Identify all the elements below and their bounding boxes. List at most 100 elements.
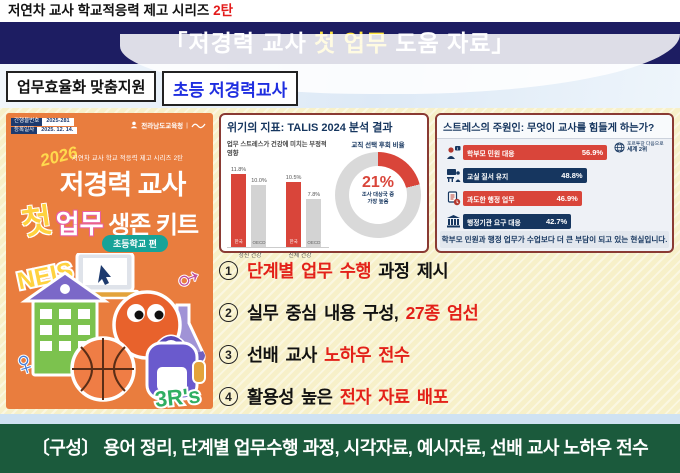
jeonnam-edu-logo: 전라남도교육청 | bbox=[130, 120, 207, 130]
edu-office-name: 전라남도교육청 bbox=[141, 123, 184, 130]
stress-panel-title: 스트레스의 주원인: 무엇이 교사를 힘들게 하는가? bbox=[437, 115, 672, 139]
poster-title-rest: 생존 키트 bbox=[108, 212, 199, 239]
feature-text: 활용성 높은 전자 자료 배포 bbox=[247, 387, 449, 407]
stress-bar-value: 56.9% bbox=[581, 148, 604, 157]
pub-no-label: 간행물번호 bbox=[11, 118, 43, 126]
poster-grade-badge: 초등학교 편 bbox=[102, 235, 168, 252]
series-badge: 2탄 bbox=[213, 3, 233, 18]
bar-series-label: OECD bbox=[252, 240, 266, 245]
talis-panel: 위기의 지표: TALIS 2024 분석 결과 업무 스트레스가 건강에 미치… bbox=[219, 113, 429, 259]
feature-item: 4 활용성 높은 전자 자료 배포 bbox=[219, 384, 677, 409]
stress-bar-label: 행정기관 요구 대응 bbox=[467, 219, 521, 227]
bar-column: 11.8% 한국 bbox=[231, 167, 246, 247]
stress-bar-label: 과도한 행정 업무 bbox=[467, 196, 515, 204]
stress-panel: 스트레스의 주원인: 무엇이 교사를 힘들게 하는가? ! 학부모 민원 대응 5… bbox=[435, 113, 674, 253]
feature-text: 선배 교사 노하우 전수 bbox=[247, 345, 410, 365]
stress-bar-value: 46.9% bbox=[556, 194, 578, 203]
svg-text:!: ! bbox=[457, 146, 458, 151]
stress-bar: 과도한 행정 업무 46.9% bbox=[463, 191, 582, 206]
stress-caption: 학부모 민원과 행정 업무가 수업보다 더 큰 부담이 되고 있는 현실입니다. bbox=[440, 231, 669, 248]
rank-badge-line2: 세계 2위 bbox=[627, 146, 648, 153]
feature-number: 3 bbox=[219, 345, 238, 364]
series-strip: 저연차 교사 학교적응력 제고 시리즈 2탄 bbox=[0, 0, 680, 22]
stress-row: 행정기관 요구 대응 42.7% bbox=[443, 210, 668, 233]
world-rank-badge: 포르투갈 다음으로 세계 2위 bbox=[614, 142, 670, 154]
feature-item: 3 선배 교사 노하우 전수 bbox=[219, 342, 677, 367]
subheader-row: 업무효율화 맞춤지원 초등 저경력교사 bbox=[0, 34, 680, 108]
rank-badge-line1: 포르투갈 다음으로 bbox=[627, 142, 664, 147]
bar-series-label: 한국 bbox=[289, 239, 298, 244]
3rs-sticker: 3R's bbox=[152, 380, 204, 409]
publication-info: 간행물번호 2025-281 등록일자 2025. 12. 14. bbox=[11, 118, 78, 135]
school-building-icon bbox=[20, 271, 110, 377]
divider-strip bbox=[0, 414, 680, 424]
talis-bar-chart-title: 업무 스트레스가 건강에 미치는 부정적 영향 bbox=[227, 141, 327, 157]
stress-bar: 행정기관 요구 대응 42.7% bbox=[463, 214, 572, 229]
regret-donut: 21% 조사 대상국 중 가장 높음 bbox=[335, 152, 421, 238]
classroom-icon bbox=[443, 168, 463, 183]
bar-value-label: 10.0% bbox=[251, 178, 267, 184]
edu-office-mark-icon bbox=[131, 121, 138, 129]
tag-target-audience: 초등 저경력교사 bbox=[162, 71, 299, 106]
poster-title-line1: 저경력 교사 bbox=[59, 170, 187, 200]
stress-row: 과도한 행정 업무 46.9% bbox=[443, 187, 668, 210]
content-area: 간행물번호 2025-281 등록일자 2025. 12. 14. 전라남도교육청 … bbox=[0, 108, 680, 414]
series-title: 저연차 교사 학교적응력 제고 시리즈 bbox=[8, 3, 214, 18]
stress-bar-value: 42.7% bbox=[545, 217, 568, 226]
poster-illustration: NEIS ♂ bbox=[9, 253, 209, 409]
bar-value-label: 10.5% bbox=[285, 175, 302, 181]
donut-note: 조사 대상국 중 가장 높음 bbox=[361, 192, 395, 205]
talis-bar: OECD bbox=[306, 199, 322, 247]
pub-no-value: 2025-281 bbox=[42, 118, 74, 126]
bar-column: 10.5% 한국 bbox=[285, 175, 302, 247]
reg-date-label: 등록일자 bbox=[11, 126, 38, 134]
bar-group-label: 신체 건강 bbox=[288, 253, 312, 259]
svg-text:3R's: 3R's bbox=[154, 382, 202, 409]
feature-number: 4 bbox=[219, 387, 238, 406]
male-symbol-icon: ♂ bbox=[167, 255, 208, 303]
gov-building-icon bbox=[443, 214, 463, 229]
bar-group-label: 정신 건강 bbox=[238, 253, 262, 259]
bar-column: 7.8% OECD bbox=[306, 192, 322, 247]
feature-text: 실무 중심 내용 구성, 27종 엄선 bbox=[247, 303, 479, 323]
poster-title-second: 업무 bbox=[55, 209, 104, 239]
regret-donut-chart: 교직 선택 후회 비율 21% 조사 대상국 중 가장 높음 bbox=[329, 137, 427, 259]
laptop-icon bbox=[69, 253, 141, 300]
talis-bar-chart: 업무 스트레스가 건강에 미치는 부정적 영향 11.8% 한국 10.0% O… bbox=[221, 137, 329, 259]
talis-bar: OECD bbox=[251, 185, 267, 247]
footer-composition-bar: 〔구성〕 용어 정리, 단계별 업무수행 과정, 시각자료, 예시자료, 선배 … bbox=[0, 424, 680, 473]
donut-value: 21% bbox=[361, 174, 395, 191]
stress-bar-label: 교실 질서 유지 bbox=[467, 173, 509, 181]
stress-bar-value: 48.8% bbox=[561, 171, 583, 180]
poster-series-line: 저연차 교사 학교 적응력 제고 시리즈 2탄 bbox=[72, 155, 184, 162]
stress-bar: 교실 질서 유지 48.8% bbox=[463, 168, 587, 183]
bar-column: 10.0% OECD bbox=[251, 178, 267, 247]
poster-cover: 간행물번호 2025-281 등록일자 2025. 12. 14. 전라남도교육청 … bbox=[6, 113, 213, 409]
bar-value-label: 7.8% bbox=[307, 192, 321, 198]
paperwork-clock-icon bbox=[443, 191, 463, 206]
stress-row: 교실 질서 유지 48.8% bbox=[443, 164, 668, 187]
bar-series-label: 한국 bbox=[234, 239, 243, 244]
poster-title-line2: 첫 업무 생존 키트 bbox=[6, 195, 213, 243]
feature-number: 2 bbox=[219, 303, 238, 322]
reg-date-value: 2025. 12. 14. bbox=[37, 126, 78, 134]
stress-bar: 학부모 민원 대응 56.9% bbox=[463, 145, 608, 160]
parent-complaint-icon: ! bbox=[443, 145, 463, 160]
signature-mark-icon bbox=[191, 123, 206, 128]
donut-title: 교직 선택 후회 비율 bbox=[351, 142, 405, 149]
bar-series-label: OECD bbox=[307, 240, 321, 245]
stress-bar-label: 학부모 민원 대응 bbox=[467, 150, 515, 158]
bar-value-label: 11.8% bbox=[231, 167, 247, 173]
feature-item: 1 단계별 업무 수행 과정 제시 bbox=[219, 258, 677, 283]
feature-number: 1 bbox=[219, 261, 238, 280]
feature-text: 단계별 업무 수행 과정 제시 bbox=[247, 261, 449, 281]
feature-list: 1 단계별 업무 수행 과정 제시 2 실무 중심 내용 구성, 27종 엄선 … bbox=[219, 258, 677, 426]
talis-bar: 한국 bbox=[231, 174, 247, 247]
stress-row: ! 학부모 민원 대응 56.9% 포르투갈 다음으로 세계 2위 bbox=[443, 141, 668, 164]
globe-icon bbox=[614, 142, 625, 153]
backpack-icon bbox=[145, 334, 206, 401]
poster-title-first: 첫 bbox=[18, 201, 55, 242]
tag-support-type: 업무효율화 맞춤지원 bbox=[6, 71, 157, 102]
talis-panel-title: 위기의 지표: TALIS 2024 분석 결과 bbox=[227, 122, 393, 134]
